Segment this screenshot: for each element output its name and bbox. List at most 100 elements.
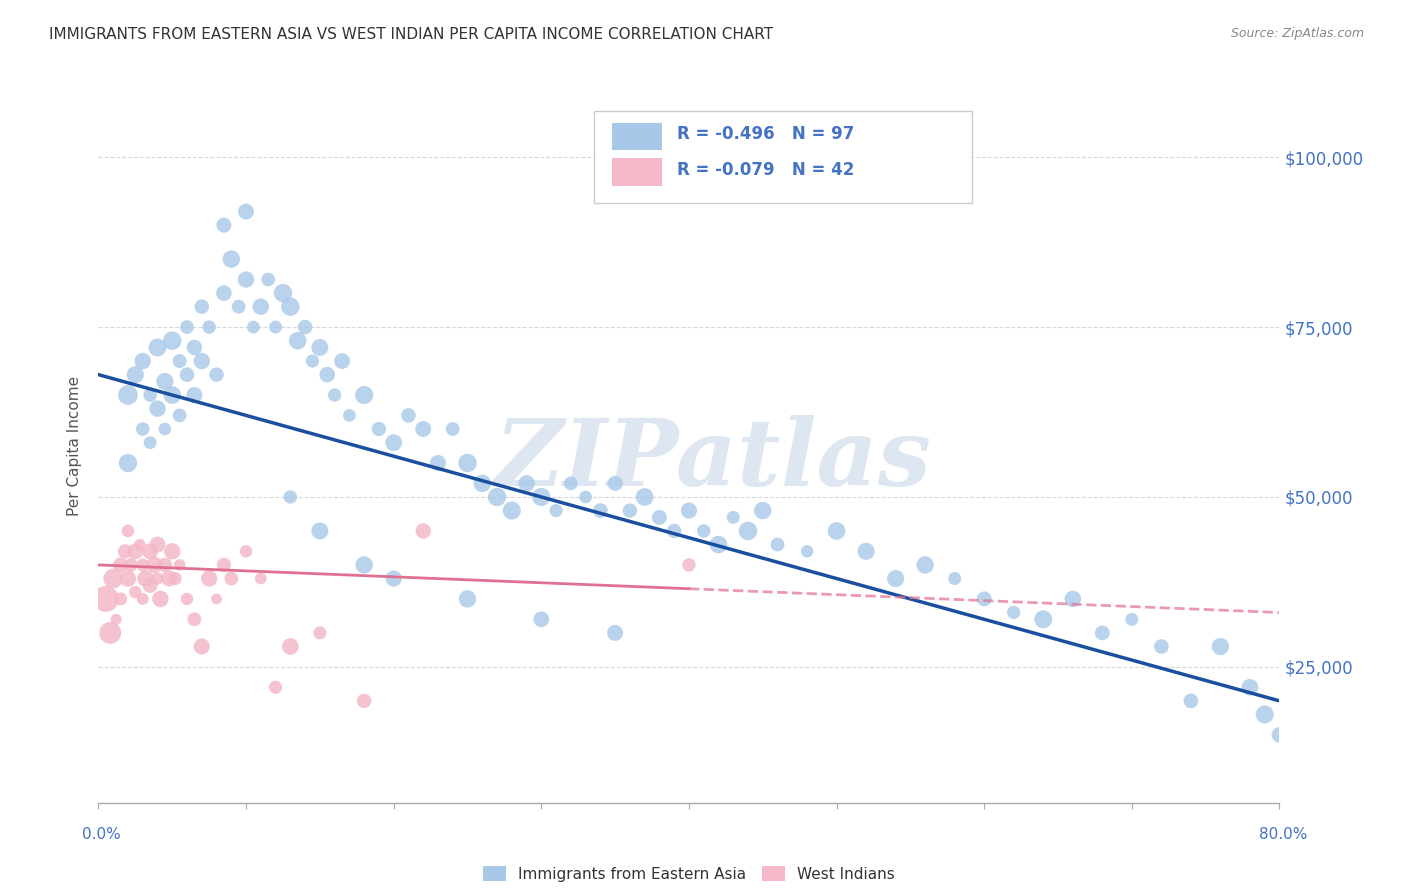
Point — [124, 585, 146, 599]
Point — [257, 272, 280, 286]
Point — [737, 524, 759, 538]
Point — [212, 558, 235, 572]
Point — [135, 572, 157, 586]
Point — [143, 558, 166, 572]
Point — [693, 524, 716, 538]
Point — [146, 341, 169, 355]
Point — [271, 286, 294, 301]
Point — [278, 300, 302, 314]
Point — [1209, 640, 1232, 654]
Point — [219, 252, 242, 266]
FancyBboxPatch shape — [612, 123, 662, 150]
Point — [723, 510, 745, 524]
Point — [117, 572, 139, 586]
Point — [330, 354, 353, 368]
Point — [191, 640, 214, 654]
Point — [110, 591, 132, 606]
Point — [796, 544, 818, 558]
Point — [183, 388, 205, 402]
Point — [382, 572, 405, 586]
Point — [117, 456, 139, 470]
Point — [884, 572, 907, 586]
Point — [165, 572, 187, 586]
Point — [146, 537, 169, 551]
Point — [132, 558, 155, 572]
Point — [169, 409, 191, 423]
Point — [353, 558, 375, 572]
Point — [1032, 612, 1054, 626]
Point — [396, 409, 419, 423]
Point — [751, 503, 773, 517]
Point — [309, 626, 332, 640]
Point — [98, 626, 121, 640]
Point — [242, 320, 264, 334]
Text: R = -0.079   N = 42: R = -0.079 N = 42 — [678, 161, 855, 178]
Point — [486, 490, 509, 504]
Point — [114, 544, 136, 558]
Point — [316, 368, 339, 382]
Point — [162, 544, 183, 558]
Point — [146, 572, 169, 586]
Point — [139, 388, 162, 402]
Point — [198, 320, 221, 334]
Point — [117, 524, 139, 538]
Point — [176, 591, 198, 606]
Point — [707, 537, 730, 551]
Point — [219, 572, 242, 586]
Point — [105, 612, 128, 626]
Point — [139, 544, 162, 558]
Point — [382, 435, 405, 450]
Point — [441, 422, 464, 436]
Point — [191, 300, 214, 314]
Point — [153, 375, 176, 389]
Point — [301, 354, 323, 368]
Point — [124, 544, 146, 558]
Point — [339, 409, 360, 423]
Point — [235, 544, 257, 558]
Point — [103, 572, 125, 586]
Point — [162, 388, 183, 402]
Point — [456, 456, 478, 470]
Point — [605, 476, 627, 491]
Point — [560, 476, 582, 491]
Point — [124, 368, 146, 382]
Point — [501, 503, 523, 517]
Point — [678, 503, 700, 517]
Point — [128, 537, 150, 551]
Point — [530, 490, 553, 504]
Point — [228, 300, 250, 314]
Point — [132, 354, 155, 368]
Point — [120, 558, 142, 572]
Point — [648, 510, 671, 524]
Point — [176, 320, 198, 334]
Point — [855, 544, 877, 558]
Point — [169, 558, 191, 572]
Point — [546, 503, 568, 517]
Point — [515, 476, 537, 491]
Point — [183, 612, 205, 626]
Point — [309, 341, 332, 355]
Y-axis label: Per Capita Income: Per Capita Income — [67, 376, 83, 516]
Point — [294, 320, 316, 334]
Point — [427, 456, 450, 470]
Point — [139, 435, 162, 450]
Point — [139, 578, 162, 592]
Point — [191, 354, 214, 368]
FancyBboxPatch shape — [612, 159, 662, 186]
Point — [353, 388, 375, 402]
Point — [117, 388, 139, 402]
Point — [1091, 626, 1114, 640]
Point — [153, 422, 176, 436]
Point — [264, 320, 287, 334]
Point — [287, 334, 309, 348]
Point — [323, 388, 346, 402]
Point — [153, 558, 176, 572]
Point — [353, 694, 375, 708]
Point — [198, 572, 221, 586]
Text: Source: ZipAtlas.com: Source: ZipAtlas.com — [1230, 27, 1364, 40]
Point — [264, 680, 287, 694]
Point — [412, 524, 434, 538]
Point — [250, 300, 273, 314]
Text: 80.0%: 80.0% — [1260, 827, 1308, 841]
Point — [530, 612, 553, 626]
